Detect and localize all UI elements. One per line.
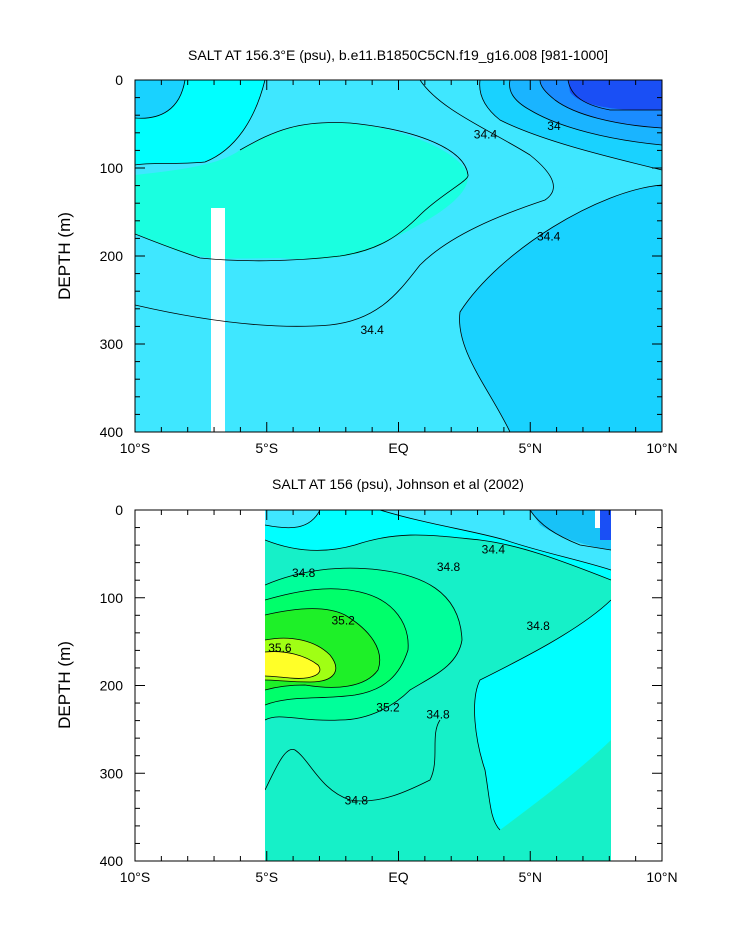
bottom-contour-line bbox=[265, 567, 463, 721]
bottom-contour-line bbox=[265, 719, 441, 802]
top-contour-line bbox=[135, 122, 469, 262]
top-contour-labels: 34.4 34 34.4 34.4 bbox=[360, 119, 560, 337]
bottom-y-tick-label: 300 bbox=[100, 765, 124, 781]
bottom-contour-label: 35.2 bbox=[376, 700, 400, 714]
bottom-contour-line bbox=[265, 588, 409, 706]
bottom-contour-line bbox=[474, 599, 611, 831]
top-contour-line bbox=[135, 80, 554, 327]
top-y-tick-label: 100 bbox=[100, 160, 124, 176]
top-contour-label: 34.4 bbox=[474, 128, 498, 142]
bottom-panel: SALT AT 156 (psu), Johnson et al (2002) bbox=[55, 476, 678, 885]
top-axes: 10°S 5°S EQ 5°N 10°N 0 100 200 300 400 bbox=[100, 72, 678, 456]
top-y-tick-label: 200 bbox=[100, 248, 124, 264]
top-x-tick-label: 10°S bbox=[120, 440, 151, 456]
bottom-contour-line bbox=[529, 510, 611, 551]
bottom-contour-label: 34.8 bbox=[526, 619, 550, 633]
bottom-contour-line bbox=[265, 510, 321, 529]
bottom-fill-north-fresh bbox=[530, 510, 611, 550]
bottom-fill-upper-west bbox=[265, 510, 320, 528]
bottom-contour-labels: 34.4 34.8 34.8 35.2 35.6 35.2 34.8 34.8 34.8 bbox=[268, 542, 550, 807]
bottom-x-tick-label: 10°N bbox=[646, 869, 677, 885]
top-contour-line bbox=[539, 80, 662, 129]
bottom-contour-lines bbox=[265, 510, 611, 831]
bottom-x-tick-label: EQ bbox=[388, 869, 408, 885]
bottom-y-axis-title: DEPTH (m) bbox=[55, 641, 74, 729]
top-fill-west-corner bbox=[135, 80, 185, 119]
bottom-fill-north-min bbox=[600, 510, 611, 540]
bottom-y-tick-label: 400 bbox=[100, 853, 124, 869]
top-chart-title: SALT AT 156.3°E (psu), b.e11.B1850C5CN.f… bbox=[188, 47, 608, 63]
top-contour-label: 34 bbox=[547, 119, 561, 133]
top-contour-line bbox=[479, 80, 662, 171]
bottom-y-tick-label: 200 bbox=[100, 678, 124, 694]
bottom-contour-line bbox=[265, 534, 611, 581]
bottom-contour-label: 35.2 bbox=[331, 614, 355, 628]
bottom-y-tick-label: 0 bbox=[115, 502, 123, 518]
bottom-contour-line bbox=[265, 651, 321, 679]
bottom-contour-line bbox=[265, 608, 380, 691]
top-contour-lines bbox=[135, 80, 662, 432]
top-y-tick-label: 0 bbox=[115, 72, 123, 88]
top-x-tick-label: 10°N bbox=[646, 440, 677, 456]
top-contour-line bbox=[567, 80, 662, 111]
top-contour-label: 34.4 bbox=[360, 323, 384, 337]
top-panel: SALT AT 156.3°E (psu), b.e11.B1850C5CN.f… bbox=[55, 47, 678, 456]
bottom-x-tick-label: 5°S bbox=[255, 869, 278, 885]
bottom-contour-label: 34.8 bbox=[426, 707, 450, 721]
top-contour-line bbox=[135, 80, 186, 119]
bottom-contour-label: 34.8 bbox=[345, 793, 369, 807]
top-fill-north-min bbox=[568, 80, 662, 111]
top-y-axis-title: DEPTH (m) bbox=[55, 212, 74, 300]
bottom-contour-label: 34.8 bbox=[437, 560, 461, 574]
bottom-missing-corner bbox=[595, 510, 600, 528]
top-missing-band bbox=[211, 208, 225, 432]
bottom-contour-label: 34.8 bbox=[292, 566, 316, 580]
top-contour-fill bbox=[135, 80, 662, 432]
bottom-chart-title: SALT AT 156 (psu), Johnson et al (2002) bbox=[272, 476, 524, 492]
top-contour-line bbox=[459, 184, 662, 432]
bottom-contour-label: 35.6 bbox=[268, 641, 292, 655]
bottom-y-tick-label: 100 bbox=[100, 590, 124, 606]
top-x-tick-label: EQ bbox=[388, 440, 408, 456]
top-y-tick-label: 300 bbox=[100, 336, 124, 352]
top-fill-northeast-deep bbox=[459, 185, 662, 432]
top-contour-label: 34.4 bbox=[537, 230, 561, 244]
bottom-contour-fill bbox=[265, 510, 611, 861]
bottom-contour-line bbox=[265, 637, 336, 683]
top-y-tick-label: 400 bbox=[100, 424, 124, 440]
bottom-x-tick-label: 5°N bbox=[519, 869, 543, 885]
bottom-contour-line bbox=[379, 510, 611, 571]
bottom-contour-label: 34.4 bbox=[482, 542, 506, 556]
top-contour-line bbox=[509, 80, 662, 146]
bottom-x-tick-label: 10°S bbox=[120, 869, 151, 885]
bottom-axes: 10°S 5°S EQ 5°N 10°N 0 100 200 300 400 bbox=[100, 502, 678, 885]
top-x-tick-label: 5°N bbox=[519, 440, 543, 456]
bottom-fill-deep-fresh bbox=[474, 600, 611, 830]
top-x-tick-label: 5°S bbox=[255, 440, 278, 456]
top-contour-line bbox=[135, 80, 266, 166]
